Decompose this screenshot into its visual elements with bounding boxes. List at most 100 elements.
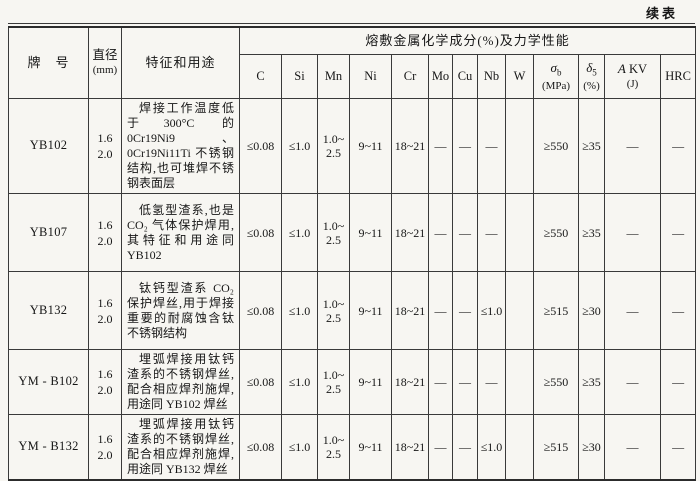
table-row: YB102 1.6 2.0 焊接工作温度低于300°C 的 0Cr19Ni9、0… — [8, 98, 697, 194]
diameter-unit: (mm) — [92, 64, 118, 77]
cell-value-akv: — — [604, 349, 661, 415]
cell-value-delta: ≥35 — [578, 349, 605, 415]
cell-value-hrc: — — [659, 414, 697, 481]
cell-value-cu: — — [452, 98, 478, 194]
cell-value-c: ≤0.08 — [239, 271, 282, 350]
cell-use: 焊接工作温度低于300°C 的 0Cr19Ni9、0Cr19Ni11Ti 不锈钢… — [121, 98, 240, 194]
col-header-diameter: 直径 (mm) — [88, 26, 122, 99]
cell-value-akv: — — [604, 414, 661, 481]
cell-diameter: 1.6 2.0 — [88, 98, 122, 194]
cell-value-w — [505, 414, 534, 481]
cell-value-mo: — — [428, 271, 453, 350]
col-header-brand: 牌 号 — [8, 26, 89, 99]
cell-diameter: 1.6 2.0 — [88, 414, 122, 481]
cell-value-nb: — — [477, 98, 506, 194]
cell-value-cr: 18~21 — [391, 271, 429, 350]
header-row-sub: C Si Mn Ni Cr Mo Cu Nb W σb (MPa) δ5 (%) — [9, 54, 697, 99]
table-body: YB102 1.6 2.0 焊接工作温度低于300°C 的 0Cr19Ni9、0… — [8, 98, 697, 481]
col-header-akv: A KV (J) — [604, 54, 661, 99]
cell-value-delta: ≥35 — [578, 98, 605, 194]
cell-value-sigma: ≥515 — [533, 271, 579, 350]
col-header-group: 熔敷金属化学成分(%)及力学性能 — [238, 26, 697, 55]
cell-value-nb: — — [477, 193, 506, 272]
cell-value-w — [505, 193, 534, 272]
cell-value-si: ≤1.0 — [281, 349, 318, 415]
top-rule — [8, 23, 695, 24]
col-header-delta-5: δ5 (%) — [578, 54, 605, 99]
cell-value-delta: ≥30 — [578, 414, 605, 481]
akv-unit: (J) — [626, 78, 639, 91]
col-header-hrc: HRC — [659, 54, 697, 99]
cell-value-w — [505, 349, 534, 415]
cell-value-w — [505, 98, 534, 194]
cell-value-si: ≤1.0 — [281, 98, 318, 194]
cell-value-delta: ≥35 — [578, 193, 605, 272]
col-header-ni: Ni — [349, 54, 392, 99]
cell-value-mn: 1.0~ 2.5 — [317, 98, 350, 194]
cell-value-sigma: ≥515 — [533, 414, 579, 481]
spec-table: 牌 号 直径 (mm) 特征和用途 熔敷金属化学成分(%)及力学性能 C Si … — [8, 26, 697, 481]
cell-value-c: ≤0.08 — [239, 414, 282, 481]
cell-value-mn: 1.0~ 2.5 — [317, 271, 350, 350]
col-header-si: Si — [281, 54, 318, 99]
table-header: 牌 号 直径 (mm) 特征和用途 熔敷金属化学成分(%)及力学性能 C Si … — [8, 26, 697, 99]
cell-value-mo: — — [428, 414, 453, 481]
col-header-mn: Mn — [317, 54, 350, 99]
cell-value-w — [505, 271, 534, 350]
cell-value-hrc: — — [659, 193, 697, 272]
col-header-use: 特征和用途 — [121, 26, 240, 99]
table-row: YM - B102 1.6 2.0 埋弧焊接用钛钙渣系的不锈钢焊丝,配合相应焊剂… — [8, 349, 697, 415]
cell-brand: YM - B102 — [8, 349, 89, 415]
cell-brand: YB107 — [8, 193, 89, 272]
cell-value-akv: — — [604, 271, 661, 350]
akv-label: A KV — [617, 60, 648, 76]
cell-diameter: 1.6 2.0 — [88, 193, 122, 272]
cell-value-nb: ≤1.0 — [477, 414, 506, 481]
cell-value-cu: — — [452, 271, 478, 350]
cell-value-hrc: — — [659, 271, 697, 350]
cell-value-mn: 1.0~ 2.5 — [317, 414, 350, 481]
cell-value-cr: 18~21 — [391, 98, 429, 194]
cell-value-mn: 1.0~ 2.5 — [317, 193, 350, 272]
cell-value-ni: 9~11 — [349, 349, 392, 415]
cell-value-ni: 9~11 — [349, 193, 392, 272]
cell-value-nb: — — [477, 349, 506, 415]
header-row-group: 牌 号 直径 (mm) 特征和用途 熔敷金属化学成分(%)及力学性能 — [8, 26, 697, 99]
cell-value-delta: ≥30 — [578, 271, 605, 350]
cell-use: 钛钙型渣系 CO₂ 保护焊丝,用于焊接重要的耐腐蚀含钛不锈钢结构 — [121, 271, 240, 350]
cell-value-si: ≤1.0 — [281, 193, 318, 272]
cell-use: 埋弧焊接用钛钙渣系的不锈钢焊丝,配合相应焊剂施焊,用途同 YB102 焊丝 — [121, 349, 240, 415]
sigma-unit: (MPa) — [541, 79, 571, 92]
delta-symbol: δ5 — [586, 59, 597, 78]
cell-value-akv: — — [604, 98, 661, 194]
cell-value-akv: — — [604, 193, 661, 272]
cell-value-c: ≤0.08 — [239, 193, 282, 272]
cell-value-c: ≤0.08 — [239, 98, 282, 194]
table-row: YM - B132 1.6 2.0 埋弧焊接用钛钙渣系的不锈钢焊丝,配合相应焊剂… — [8, 414, 697, 481]
col-header-w: W — [505, 54, 534, 99]
cell-value-cu: — — [452, 193, 478, 272]
col-header-c: C — [239, 54, 282, 99]
cell-value-ni: 9~11 — [349, 271, 392, 350]
cell-value-hrc: — — [659, 349, 697, 415]
cell-value-hrc: — — [659, 98, 697, 194]
cell-brand: YB102 — [8, 98, 89, 194]
cell-diameter: 1.6 2.0 — [88, 271, 122, 350]
cell-value-cr: 18~21 — [391, 193, 429, 272]
cell-value-mn: 1.0~ 2.5 — [317, 349, 350, 415]
cell-value-cr: 18~21 — [391, 349, 429, 415]
cell-value-sigma: ≥550 — [533, 98, 579, 194]
col-header-mo: Mo — [428, 54, 453, 99]
cell-brand: YB132 — [8, 271, 89, 350]
cell-brand: YM - B132 — [8, 414, 89, 481]
cell-value-mo: — — [428, 193, 453, 272]
col-header-cr: Cr — [391, 54, 429, 99]
cell-value-c: ≤0.08 — [239, 349, 282, 415]
cell-value-mo: — — [428, 98, 453, 194]
cell-diameter: 1.6 2.0 — [88, 349, 122, 415]
cell-value-sigma: ≥550 — [533, 349, 579, 415]
continued-table-label: 续表 — [645, 6, 678, 21]
table-row: YB107 1.6 2.0 低氢型渣系,也是CO₂ 气体保护焊用,其特征和用途同… — [8, 193, 697, 272]
col-header-sigma-b: σb (MPa) — [533, 54, 579, 99]
cell-value-si: ≤1.0 — [281, 414, 318, 481]
